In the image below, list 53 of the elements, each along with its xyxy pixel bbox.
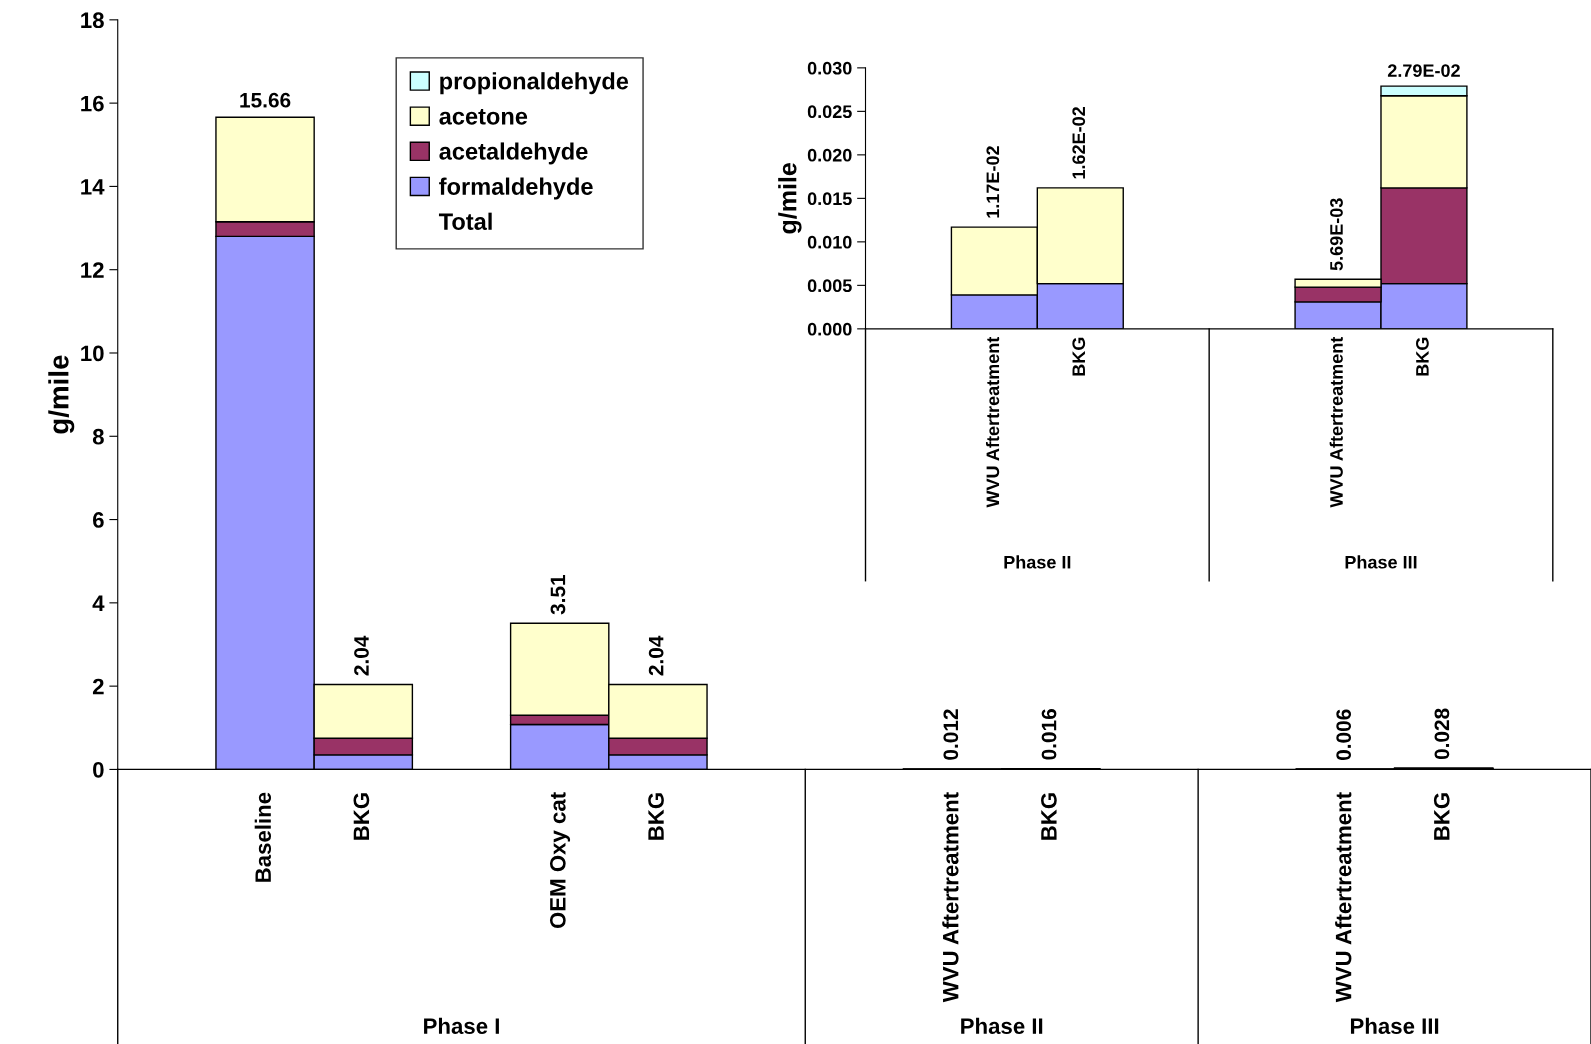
y-tick-label: 8 (92, 428, 104, 445)
total-label: 3.51 (550, 574, 566, 615)
total-label: 2.79E-02 (1387, 64, 1460, 78)
x-tick-label: BKG (1433, 793, 1450, 840)
text: Phase I (424, 1017, 499, 1034)
total-label: 2.04 (648, 635, 664, 676)
x-tick-label: BKG (1416, 337, 1429, 376)
x-tick-label: BKG (1072, 337, 1086, 376)
x-tick-label: WVU Aftertreatment (1329, 336, 1343, 508)
y-tick-label: 0.030 (807, 61, 852, 75)
x-tick-label: OEM Oxy cat (549, 792, 571, 929)
y-tick-label: 0.005 (807, 279, 852, 293)
x-tick-label: WVU Aftertreatment (1335, 792, 1352, 1003)
y-tick-label: 0.000 (807, 322, 852, 336)
x-tick-label: BKG (353, 793, 370, 840)
y-tick-label: 18 (81, 12, 104, 29)
x-tick-label: WVU Aftertreatment (942, 792, 959, 1003)
total-label: 0.016 (1041, 709, 1057, 760)
y-tick-label: 10 (81, 345, 104, 362)
legend-label: acetone (439, 109, 528, 125)
legend-label: formaldehyde (439, 177, 593, 200)
y-tick-label: 0.020 (807, 148, 852, 162)
y-axis-title: g/mile (778, 163, 802, 234)
total-label: 0.012 (943, 709, 959, 760)
text: Total (438, 212, 492, 230)
x-tick-label: WVU Aftertreatment (985, 336, 1000, 508)
total-label: 5.69E-03 (1330, 198, 1343, 271)
total-label: 1.62E-02 (1072, 107, 1086, 179)
text: Phase II (961, 1017, 1043, 1034)
y-axis-title: g/mile (48, 355, 75, 434)
legend-label: acetaldehyde (439, 142, 588, 165)
legend-label: propionaldehyde (440, 72, 629, 95)
y-tick-label: 4 (92, 595, 105, 611)
x-tick-label: BKG (648, 793, 664, 840)
total-label: 0.006 (1336, 709, 1352, 761)
y-tick-label: 6 (92, 512, 104, 528)
y-tick-label: 0.025 (807, 105, 852, 119)
x-tick-label: BKG (1041, 793, 1057, 840)
y-tick-label: 14 (81, 179, 105, 195)
y-tick-label: 0 (93, 761, 104, 778)
total-label: 2.04 (354, 635, 369, 676)
annotation: Phase II (1004, 555, 1071, 569)
y-tick-label: 16 (81, 95, 104, 112)
total-label: 15.66 (240, 92, 291, 108)
total-label: 0.028 (1434, 708, 1450, 760)
x-tick-label: Baseline (254, 792, 272, 882)
text: Phase III (1350, 1017, 1439, 1034)
y-tick-label: 2 (92, 678, 104, 695)
y-tick-label: 0.015 (807, 192, 852, 206)
annotation: Phase III (1345, 555, 1417, 569)
total-label: 1.17E-02 (986, 146, 1000, 218)
y-tick-label: 12 (81, 262, 104, 278)
y-tick-label: 0.010 (807, 235, 852, 249)
